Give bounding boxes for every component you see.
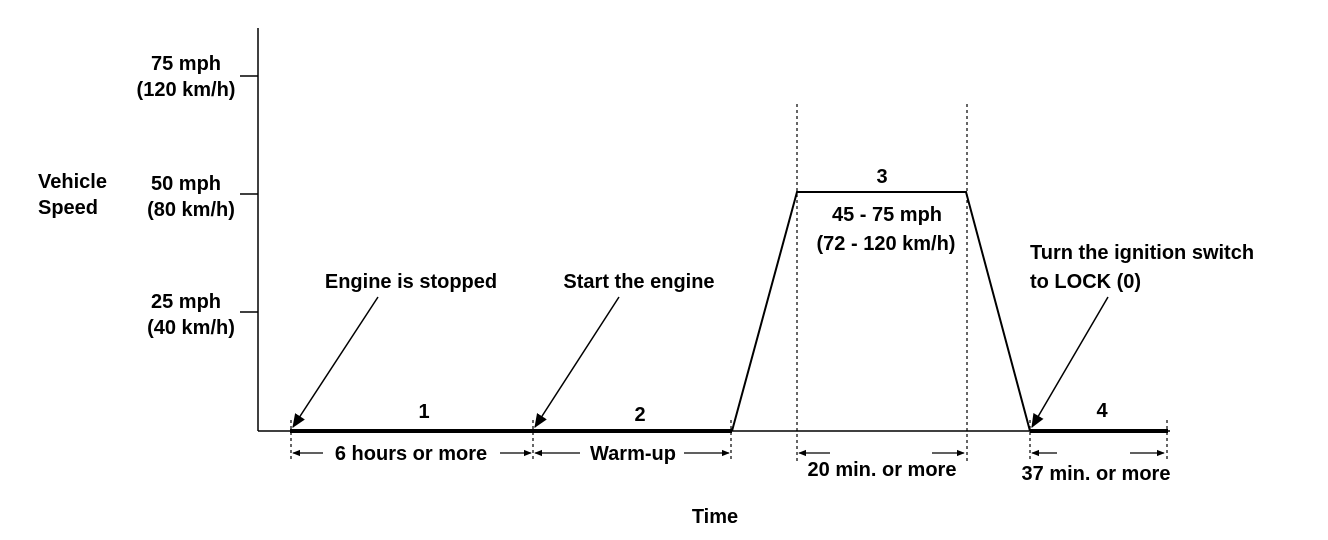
phase-2-number: 2 bbox=[634, 404, 645, 426]
callout-arrow-ignition bbox=[1031, 296, 1109, 429]
phase-1-number: 1 bbox=[418, 401, 429, 423]
callout-arrow-start-engine bbox=[534, 296, 620, 428]
speed-profile-drive bbox=[731, 191, 1031, 432]
phase-4-number: 4 bbox=[1096, 400, 1108, 422]
duration-phase-3: 20 min. or more bbox=[808, 459, 957, 481]
tick-label-80-kmh: (80 km/h) bbox=[147, 199, 235, 221]
phase-3-speed-mph: 45 - 75 mph bbox=[832, 204, 942, 226]
duration-phase-2: Warm-up bbox=[590, 443, 676, 465]
y-axis-label-line1: Vehicle bbox=[38, 171, 107, 193]
tick-label-40-kmh: (40 km/h) bbox=[147, 317, 235, 339]
y-axis-label-line2: Speed bbox=[38, 197, 98, 219]
phase-3-number: 3 bbox=[876, 166, 887, 188]
phase-3-speed-kmh: (72 - 120 km/h) bbox=[817, 233, 956, 255]
callout-engine-stopped: Engine is stopped bbox=[325, 271, 497, 293]
duration-phase-4: 37 min. or more bbox=[1022, 463, 1171, 485]
callout-start-engine: Start the engine bbox=[563, 271, 714, 293]
tick-label-50-mph: 50 mph bbox=[151, 173, 221, 195]
tick-label-25-mph: 25 mph bbox=[151, 291, 221, 313]
x-axis-label: Time bbox=[692, 506, 738, 528]
callout-ignition-line2: to LOCK (0) bbox=[1030, 271, 1141, 293]
tick-label-120-kmh: (120 km/h) bbox=[137, 79, 236, 101]
callout-ignition-line1: Turn the ignition switch bbox=[1030, 242, 1254, 264]
duration-phase-1: 6 hours or more bbox=[335, 443, 487, 465]
callout-arrow-engine-stopped bbox=[292, 296, 379, 428]
tick-label-75-mph: 75 mph bbox=[151, 53, 221, 75]
